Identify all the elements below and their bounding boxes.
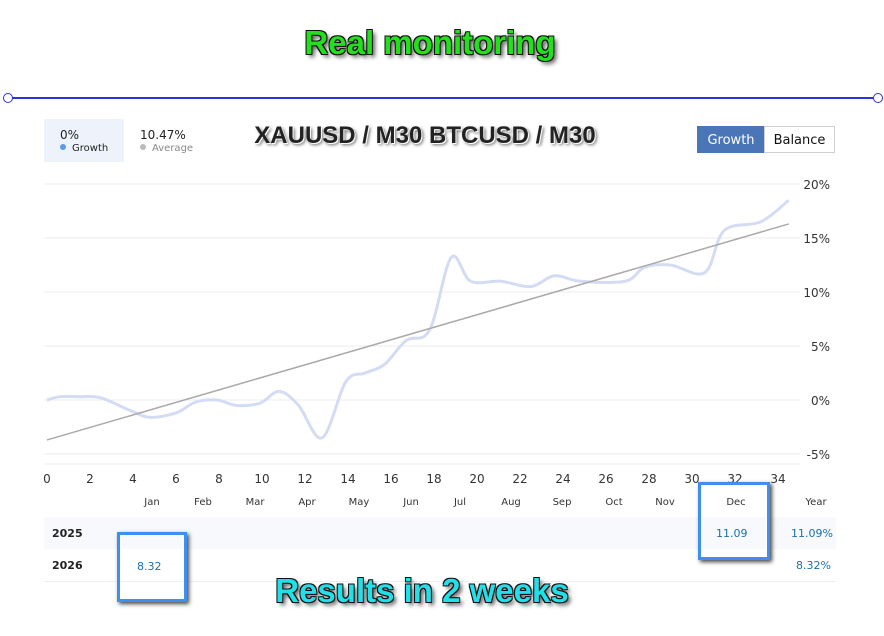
month-header: Year	[805, 497, 827, 508]
divider-handle-left	[3, 93, 13, 103]
growth-tab-button[interactable]: Growth	[697, 126, 765, 153]
x-tick-label: 2	[86, 472, 94, 486]
growth-chart: 20%15%10%5%0%-5%0 2 4 6 8 10 12 14 16 18 20 22 24 26 2…	[43, 178, 830, 486]
footer-caption: Results in 2 weeks	[275, 572, 569, 609]
highlight-box-jan	[117, 532, 187, 602]
x-tick-label: 12	[297, 472, 312, 486]
month-header: Jun	[403, 497, 419, 508]
growth-series-line	[46, 199, 790, 440]
cell-2025-dec: 11.09	[716, 527, 748, 540]
x-tick-label: 22	[512, 472, 527, 486]
x-tick-label: 6	[172, 472, 180, 486]
headline: Real monitoring	[304, 24, 556, 61]
cell-2026-year: 8.32%	[796, 559, 831, 572]
divider-line	[8, 97, 878, 99]
x-tick-label: 14	[340, 472, 355, 486]
month-header: Nov	[655, 497, 675, 508]
legend-growth[interactable]: 0% Growth	[44, 119, 124, 162]
month-header: Jul	[453, 497, 467, 508]
x-tick-label: 4	[129, 472, 137, 486]
x-tick-label: 20	[469, 472, 484, 486]
y-tick-label: 0%	[811, 394, 830, 408]
table-row-2026	[44, 549, 836, 582]
average-label: Average	[152, 143, 194, 154]
x-tick-label: 18	[426, 472, 441, 486]
balance-tab-button[interactable]: Balance	[764, 126, 835, 153]
month-header: Dec	[726, 497, 746, 508]
legend-average[interactable]: 10.47% Average	[124, 119, 214, 162]
month-header: Feb	[194, 497, 212, 508]
month-header: Oct	[605, 497, 623, 508]
x-tick-label: 24	[555, 472, 570, 486]
month-header: Sep	[552, 497, 572, 508]
month-header: May	[348, 497, 370, 508]
growth-dot-icon	[60, 144, 66, 150]
cell-2026-jan: 8.32	[137, 560, 162, 573]
month-header: Mar	[245, 497, 265, 508]
month-header: Jan	[144, 497, 160, 508]
x-tick-label: 34	[770, 472, 785, 486]
growth-label: Growth	[72, 143, 109, 154]
x-tick-label: 0	[43, 472, 51, 486]
x-tick-label: 16	[383, 472, 398, 486]
month-header: Apr	[298, 497, 316, 508]
chart-title: XAUUSD / M30 BTCUSD / M30	[254, 122, 596, 149]
month-header: Aug	[501, 497, 521, 508]
growth-value: 0%	[60, 128, 80, 142]
x-tick-label: 28	[641, 472, 656, 486]
year-2025: 2025	[52, 527, 83, 540]
average-series-line	[46, 223, 789, 441]
y-tick-label: 20%	[803, 178, 830, 192]
y-tick-label: -5%	[807, 448, 830, 462]
y-tick-label: 10%	[803, 286, 830, 300]
highlight-box-dec	[698, 482, 770, 560]
x-tick-label: 10	[254, 472, 269, 486]
average-value: 10.47%	[140, 128, 186, 142]
cell-2025-year: 11.09%	[791, 527, 833, 540]
y-tick-label: 15%	[803, 232, 830, 246]
y-tick-label: 5%	[811, 340, 830, 354]
year-2026: 2026	[52, 559, 83, 572]
x-tick-label: 30	[684, 472, 699, 486]
average-dot-icon	[140, 144, 146, 150]
x-tick-label: 8	[215, 472, 223, 486]
divider-handle-right	[873, 93, 883, 103]
x-tick-label: 26	[598, 472, 613, 486]
